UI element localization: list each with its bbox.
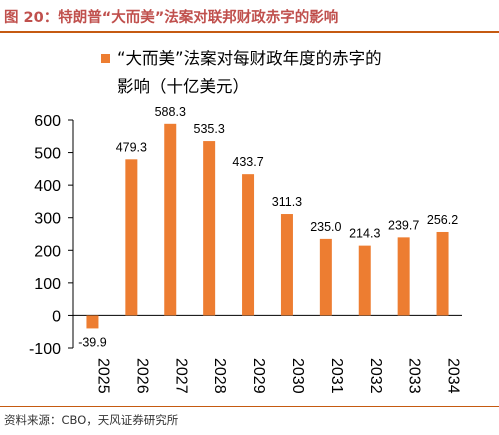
data-label: 311.3 (272, 195, 302, 209)
x-tick-label: 2025 (94, 358, 111, 394)
data-label: 479.3 (116, 140, 147, 154)
source-note: 资料来源：CBO，天风证券研究所 (4, 413, 179, 427)
footer-divider (0, 406, 499, 407)
x-tick-label: 2027 (172, 358, 189, 394)
bar (242, 174, 255, 316)
x-tick-label: 2034 (445, 358, 462, 394)
bar (358, 245, 371, 316)
x-tick-label: 2032 (367, 358, 384, 394)
y-tick-label: 600 (34, 113, 61, 130)
data-label: -39.9 (78, 335, 107, 349)
bar (319, 238, 332, 316)
legend: “大而美”法案对每财政年度的赤字的 影响（十亿美元） (101, 49, 382, 96)
legend-label-line-1: “大而美”法案对每财政年度的赤字的 (117, 49, 382, 68)
y-tick-label: 500 (34, 146, 61, 163)
x-tick-label: 2030 (289, 358, 306, 394)
x-tick-label: 2026 (133, 358, 150, 394)
data-label: 214.3 (349, 227, 380, 241)
x-tick-label: 2028 (211, 358, 228, 394)
bar (164, 123, 177, 316)
bar (280, 214, 293, 316)
bar (86, 315, 99, 329)
y-tick-label: 400 (34, 178, 61, 195)
bars (86, 123, 449, 329)
x-tick-label: 2031 (328, 358, 345, 394)
data-label: 535.3 (194, 122, 225, 136)
data-label: 588.3 (155, 105, 186, 119)
x-tick-label: 2033 (406, 358, 423, 394)
y-tick-label: 0 (52, 308, 61, 325)
data-label: 256.2 (427, 213, 458, 227)
bar (436, 231, 449, 316)
bar (203, 141, 216, 316)
bar (125, 159, 138, 316)
y-tick-label: 300 (34, 211, 61, 228)
legend-swatch (101, 54, 110, 63)
data-label: 239.7 (388, 218, 419, 232)
value-labels: -39.9 479.3 588.3 535.3 433.7 311.3 235.0 214.3… (78, 105, 458, 350)
figure-title: 图 20：特朗普“大而美”法案对联邦财政赤字的影响 (4, 10, 339, 26)
bar (397, 237, 410, 316)
x-tick-label: 2029 (250, 358, 267, 394)
title-divider (0, 31, 499, 33)
y-tick-label: 100 (34, 276, 61, 293)
data-label: 235.0 (310, 220, 341, 234)
y-tick-label: -100 (29, 341, 61, 358)
data-label: 433.7 (232, 155, 263, 169)
x-axis-labels: 2025 2026 2027 2028 2029 2030 2031 2032 2033 2034 (94, 358, 461, 394)
legend-label-line-2: 影响（十亿美元） (117, 77, 249, 96)
y-axis: -100 0 100 200 300 400 500 600 (29, 113, 462, 358)
y-tick-label: 200 (34, 243, 61, 260)
